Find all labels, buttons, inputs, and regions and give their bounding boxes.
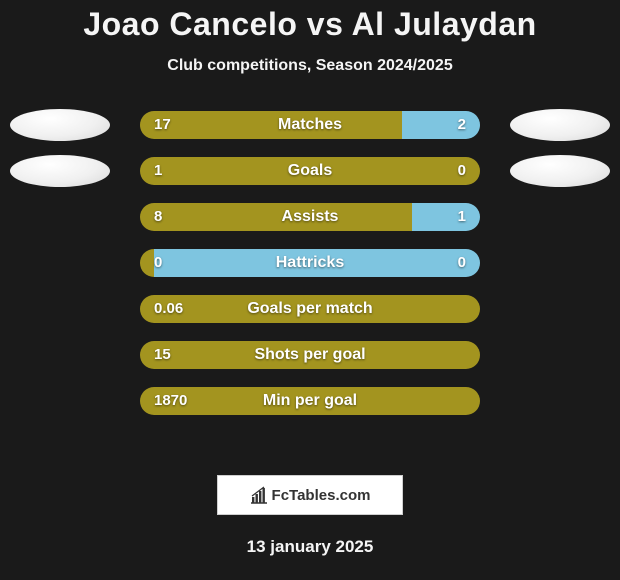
team-badge-left <box>10 109 110 141</box>
stat-bar <box>140 111 480 139</box>
stat-bar-left <box>140 295 480 323</box>
page-subtitle: Club competitions, Season 2024/2025 <box>0 57 620 75</box>
stat-bar <box>140 295 480 323</box>
stat-row: Min per goal1870 <box>0 387 620 433</box>
stat-bar-left <box>140 341 480 369</box>
team-badge-left <box>10 155 110 187</box>
page-title: Joao Cancelo vs Al Julaydan <box>0 6 620 43</box>
comparison-infographic: Joao Cancelo vs Al Julaydan Club competi… <box>0 0 620 580</box>
stat-bar-left <box>140 157 480 185</box>
stat-bar-left <box>140 387 480 415</box>
stat-bar <box>140 157 480 185</box>
stat-bar-right <box>412 203 480 231</box>
date-label: 13 january 2025 <box>0 537 620 557</box>
stat-row: Hattricks00 <box>0 249 620 295</box>
stat-row: Goals per match0.06 <box>0 295 620 341</box>
stat-row: Matches172 <box>0 111 620 157</box>
stat-bar <box>140 387 480 415</box>
stat-bar-left <box>140 203 412 231</box>
stat-row: Assists81 <box>0 203 620 249</box>
team-badge-right <box>510 155 610 187</box>
stat-row: Shots per goal15 <box>0 341 620 387</box>
team-badge-right <box>510 109 610 141</box>
stat-bar <box>140 203 480 231</box>
stat-bar <box>140 249 480 277</box>
stat-bar-left <box>140 249 154 277</box>
stat-bar-right <box>154 249 480 277</box>
logo-text: FcTables.com <box>272 487 371 504</box>
stat-rows: Matches172Goals10Assists81Hattricks00Goa… <box>0 111 620 433</box>
stat-row: Goals10 <box>0 157 620 203</box>
fctables-logo[interactable]: FcTables.com <box>217 475 403 515</box>
stat-bar <box>140 341 480 369</box>
stat-bar-right <box>402 111 480 139</box>
stat-bar-left <box>140 111 402 139</box>
bar-chart-icon <box>250 486 268 504</box>
